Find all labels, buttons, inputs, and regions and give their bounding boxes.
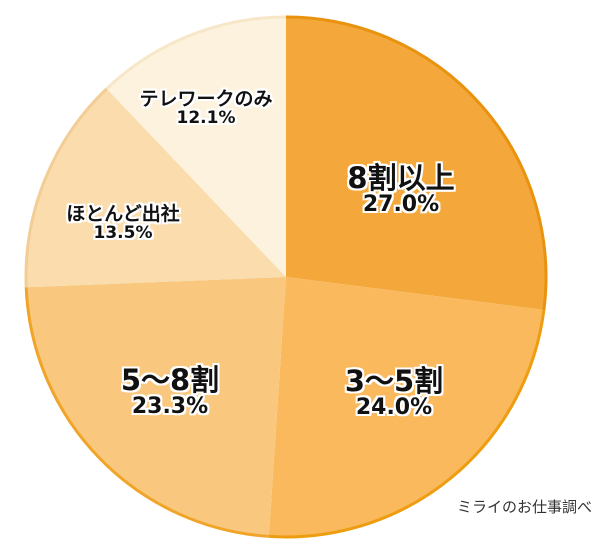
slice-percent: 12.1% <box>176 108 236 129</box>
slice-name: テレワークのみ <box>139 88 273 111</box>
pie-slice-2-rim <box>24 287 269 538</box>
slice-name: 3〜5割 <box>344 364 444 399</box>
pie-slice-3 <box>25 88 286 288</box>
slice-percent: 23.3% <box>131 394 209 420</box>
pie-slice-1-rim <box>268 309 546 539</box>
slice-label-hotondo-shussha: ほとんど出社 13.5% <box>66 203 180 244</box>
pie-slice-4 <box>106 17 286 277</box>
slice-label-5-8wari: 5〜8割 23.3% <box>121 365 219 419</box>
pie-slice-3-rim <box>24 87 108 288</box>
pie-slice-2 <box>26 277 286 537</box>
source-credit: ミライのお仕事調べ <box>456 498 592 516</box>
pie-slice-0-rim <box>285 15 548 311</box>
slice-label-8wari-ijou: 8割以上 27.0% <box>347 163 454 217</box>
slice-name: ほとんど出社 <box>66 203 180 226</box>
pie-slice-0 <box>286 17 546 311</box>
pie-slice-4-rim <box>105 15 287 90</box>
slice-label-3-5wari: 3〜5割 24.0% <box>345 366 443 420</box>
slice-percent: 13.5% <box>93 223 153 244</box>
slice-label-telework-nomi: テレワークのみ 12.1% <box>139 88 273 129</box>
slice-percent: 24.0% <box>355 395 433 421</box>
pie-slice-1 <box>268 277 544 537</box>
slice-name: 5〜8割 <box>120 363 220 398</box>
slice-name: 8割以上 <box>347 161 455 196</box>
slice-percent: 27.0% <box>362 192 440 218</box>
